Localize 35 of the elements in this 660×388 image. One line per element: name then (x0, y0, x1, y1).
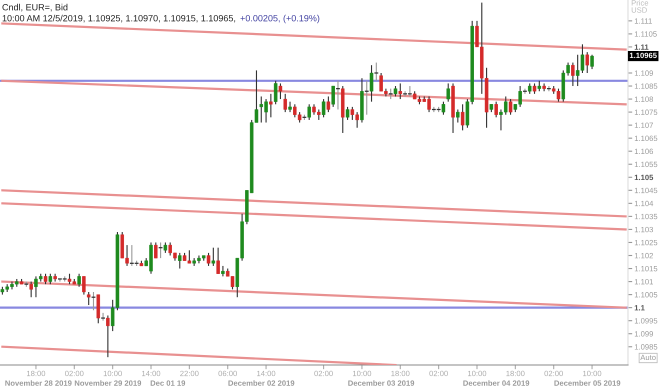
chart-title: Cndl, EUR=, Bid (2, 4, 68, 12)
candlestick (212, 247, 216, 266)
candlestick (346, 106, 350, 120)
candlestick (44, 273, 48, 285)
candlestick (129, 244, 134, 266)
candlestick (538, 80, 542, 92)
candlestick (77, 273, 81, 288)
text: 10:00 AM 12/5/2019, 1.10925, 1.10970, 1.10915, 1.10965, (2, 14, 236, 22)
candlestick (158, 242, 164, 259)
candlestick (178, 252, 182, 270)
candlestick (283, 93, 288, 113)
candlestick (585, 52, 590, 74)
candlestick (221, 265, 225, 277)
candlestick (388, 88, 394, 100)
candlestick (407, 85, 412, 98)
candlestick (82, 276, 86, 296)
candlestick (206, 252, 210, 266)
candlestick (494, 101, 498, 118)
candlestick (288, 101, 292, 113)
candlestick (278, 82, 282, 100)
candlestick (216, 247, 220, 274)
candlestick (456, 108, 460, 124)
candlestick (364, 80, 370, 116)
candlestick (446, 82, 450, 102)
annotation: +0.00205, (+0.19%) (240, 14, 320, 24)
candlestick (590, 54, 594, 70)
candlestick (508, 98, 512, 116)
candlestick (460, 104, 464, 131)
candlestick (274, 80, 278, 105)
candlestick (532, 82, 536, 94)
candlestick (571, 62, 575, 87)
candlestick (326, 96, 330, 113)
candlestick (322, 98, 326, 118)
candlestick (269, 93, 273, 118)
candlestick (48, 273, 52, 285)
